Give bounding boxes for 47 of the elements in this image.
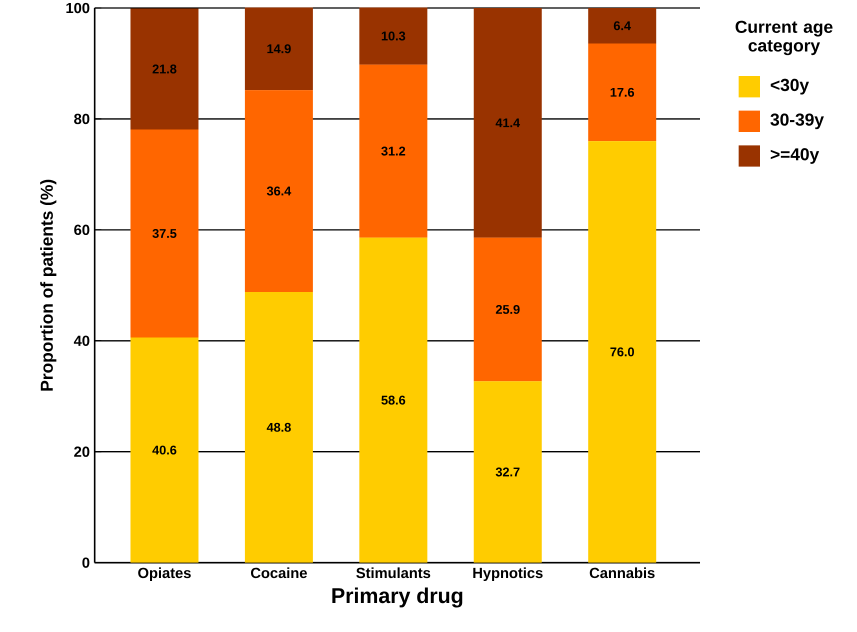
bar bbox=[588, 8, 656, 44]
y-axis-title: Proportion of patients (%) bbox=[40, 180, 56, 391]
x-axis-title: Primary drug bbox=[332, 588, 462, 608]
data-label: 6.4 bbox=[614, 21, 631, 30]
bar bbox=[244, 90, 313, 292]
y-tick-label: 60 bbox=[74, 224, 90, 236]
data-label: 25.9 bbox=[496, 304, 520, 314]
data-label: 48.8 bbox=[266, 422, 291, 432]
data-label: 10.3 bbox=[382, 32, 406, 41]
data-label: 31.2 bbox=[381, 146, 406, 156]
bar bbox=[474, 8, 542, 238]
legend-label: >=40y bbox=[770, 148, 820, 164]
data-label: 37.5 bbox=[152, 228, 176, 238]
bar bbox=[244, 7, 313, 90]
bar bbox=[359, 64, 428, 238]
legend-title: Current age category bbox=[736, 20, 833, 56]
data-label: 76.0 bbox=[610, 347, 634, 356]
legend-label: <30y bbox=[770, 78, 809, 95]
bar bbox=[130, 337, 198, 563]
data-label: 21.8 bbox=[152, 64, 176, 74]
data-label: 41.4 bbox=[496, 118, 520, 128]
x-tick-label: Cannabis bbox=[590, 567, 655, 578]
bar bbox=[130, 8, 198, 130]
bar bbox=[359, 238, 428, 563]
y-tick-label: 20 bbox=[74, 446, 90, 457]
legend-label: 30-39y bbox=[770, 113, 824, 130]
data-label: 17.6 bbox=[610, 88, 634, 97]
x-tick-label: Stimulants bbox=[356, 567, 430, 578]
data-label: 58.6 bbox=[381, 396, 406, 405]
x-tick-label: Hypnotics bbox=[473, 567, 543, 582]
y-tick-label: 0 bbox=[82, 557, 90, 568]
bar bbox=[474, 238, 542, 382]
data-label: 36.4 bbox=[266, 186, 292, 196]
y-tick-label: 40 bbox=[74, 336, 90, 346]
data-label: 32.7 bbox=[496, 467, 520, 476]
bar bbox=[588, 141, 656, 563]
x-tick-label: Opiates bbox=[138, 567, 191, 582]
data-label: 40.6 bbox=[152, 446, 176, 455]
bar bbox=[474, 381, 542, 563]
y-tick-label: 80 bbox=[74, 114, 90, 124]
x-tick-label: Cocaine bbox=[250, 567, 307, 578]
y-tick-label: 100 bbox=[66, 2, 90, 14]
bar bbox=[588, 43, 656, 142]
bar bbox=[244, 292, 313, 563]
bar bbox=[130, 129, 198, 338]
bar bbox=[359, 7, 428, 65]
data-label: 14.9 bbox=[267, 44, 291, 54]
